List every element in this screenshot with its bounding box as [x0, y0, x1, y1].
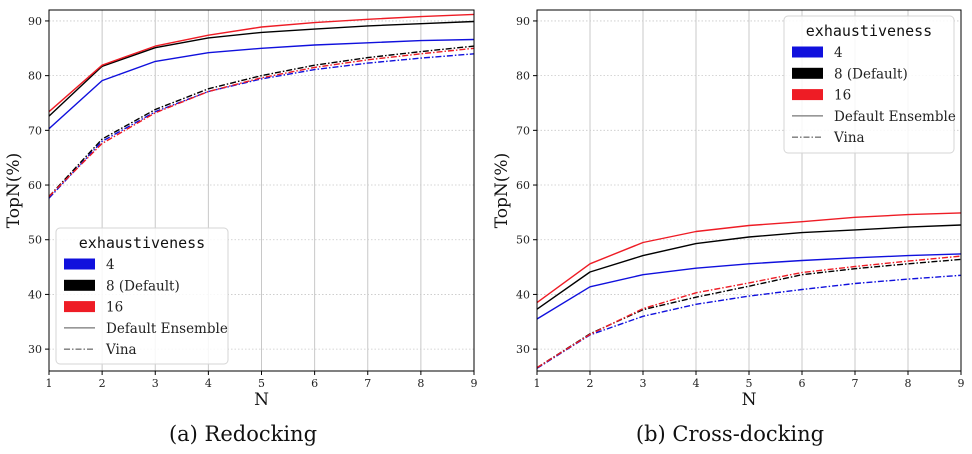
legend-entry-label: 4 — [834, 45, 843, 61]
series-line-ensemble-exh-16 — [48, 13, 475, 113]
legend-title: exhaustiveness — [806, 22, 932, 40]
y-tick-label: 80 — [28, 70, 42, 83]
x-axis-title: N — [742, 390, 757, 410]
y-tick-label: 40 — [516, 288, 530, 301]
x-tick-label: 9 — [958, 377, 965, 390]
legend-entry-label: 16 — [834, 88, 851, 104]
series-line-vina-exh-4 — [536, 274, 962, 369]
series-line-ensemble-exh-8 — [536, 224, 962, 310]
series-line-vina-exh-8 — [48, 45, 475, 197]
x-tick-label: 6 — [799, 377, 806, 390]
x-tick-label: 1 — [46, 377, 53, 390]
y-tick-label: 70 — [28, 124, 42, 137]
x-tick-label: 2 — [99, 377, 106, 390]
legend-box — [783, 15, 955, 154]
legend-swatch — [792, 67, 823, 79]
x-tick-label: 1 — [534, 377, 541, 390]
x-tick-label: 4 — [205, 377, 212, 390]
legend-swatch — [792, 46, 823, 58]
x-tick-label: 2 — [587, 377, 594, 390]
legend-entry-label: 8 (Default) — [834, 66, 908, 82]
legend-entry-label: 8 (Default) — [106, 278, 180, 294]
x-tick-label: 3 — [640, 377, 647, 390]
x-tick-label: 7 — [852, 377, 859, 390]
series-line-ensemble-exh-8 — [48, 20, 475, 117]
legend: exhaustiveness 4 8 (Default) 16 Default Ense… — [55, 227, 229, 365]
y-tick-label: 40 — [28, 288, 42, 301]
legend-entry-label: 4 — [106, 257, 115, 273]
y-tick-label: 70 — [516, 124, 530, 137]
y-tick-label: 30 — [516, 343, 530, 356]
chart-panel-2: 1 2 3 4 5 6 7 8 9 30 40 50 60 70 80 90 N TopN(%) (b) Cross… — [492, 9, 965, 446]
panel-caption: (b) Cross-docking — [636, 422, 824, 446]
series-line-ensemble-exh-4 — [48, 38, 475, 130]
legend-entry-label: 16 — [106, 300, 123, 316]
legend-box — [55, 227, 229, 365]
panel-caption: (a) Redocking — [169, 422, 317, 446]
x-tick-label: 5 — [746, 377, 753, 390]
series-lines — [536, 212, 962, 369]
y-tick-label: 30 — [28, 343, 42, 356]
y-tick-label: 90 — [28, 15, 42, 28]
legend: exhaustiveness 4 8 (Default) 16 Default Ense… — [783, 15, 956, 154]
y-axis-title: TopN(%) — [492, 153, 512, 228]
legend-title: exhaustiveness — [79, 234, 205, 252]
y-tick-label: 90 — [516, 15, 530, 28]
legend-entry-label: Default Ensemble — [834, 109, 956, 125]
legend-entry-label: Vina — [105, 342, 137, 358]
chart-panel-1: 1 2 3 4 5 6 7 8 9 30 40 50 60 70 80 90 N TopN(%) (a) Redoc… — [4, 9, 478, 446]
legend-entry-label: Vina — [833, 130, 865, 146]
x-tick-label: 9 — [471, 377, 478, 390]
y-tick-label: 60 — [516, 179, 530, 192]
y-tick-label: 80 — [516, 70, 530, 83]
series-line-vina-exh-4 — [48, 53, 475, 199]
series-line-vina-exh-16 — [48, 47, 475, 197]
x-axis-title: N — [254, 390, 269, 410]
x-tick-label: 4 — [693, 377, 700, 390]
series-line-vina-exh-16 — [536, 255, 962, 369]
x-tick-label: 8 — [417, 377, 424, 390]
y-tick-label: 50 — [28, 234, 42, 247]
legend-swatch — [64, 301, 95, 313]
y-tick-label: 50 — [516, 234, 530, 247]
x-tick-label: 8 — [905, 377, 912, 390]
x-tick-label: 7 — [364, 377, 371, 390]
legend-swatch — [792, 89, 823, 101]
y-axis-title: TopN(%) — [4, 153, 24, 228]
x-tick-label: 5 — [258, 377, 265, 390]
y-tick-label: 60 — [28, 179, 42, 192]
x-tick-label: 6 — [311, 377, 318, 390]
legend-swatch — [64, 279, 95, 291]
series-lines — [48, 13, 475, 199]
legend-swatch — [64, 258, 95, 270]
x-tick-label: 3 — [152, 377, 159, 390]
series-line-ensemble-exh-4 — [536, 253, 962, 320]
series-line-ensemble-exh-16 — [536, 212, 962, 304]
legend-entry-label: Default Ensemble — [106, 321, 228, 337]
